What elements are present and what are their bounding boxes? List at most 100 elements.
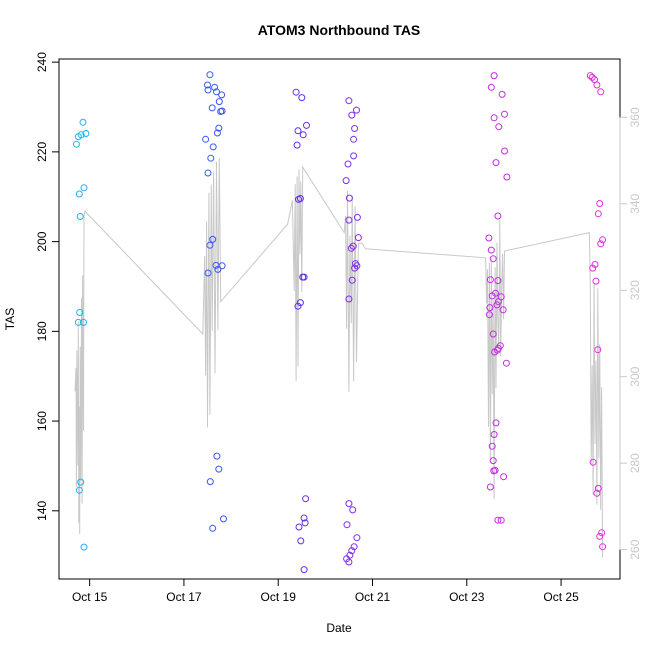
data-point bbox=[348, 547, 356, 555]
x-axis: Oct 15 Oct 17 Oct 19 Oct 21 Oct 23 Oct 25 bbox=[72, 578, 579, 604]
data-point bbox=[300, 514, 308, 522]
y-tick-label-right: 280 bbox=[628, 453, 642, 473]
x-tick-label: Oct 21 bbox=[355, 590, 391, 604]
y-tick-label-right: 320 bbox=[628, 280, 642, 300]
data-point bbox=[303, 121, 310, 129]
data-point bbox=[214, 265, 222, 273]
data-point bbox=[209, 143, 217, 151]
data-point bbox=[490, 431, 498, 438]
data-point bbox=[344, 160, 352, 168]
data-point bbox=[488, 292, 496, 300]
data-point bbox=[343, 521, 351, 529]
data-point bbox=[77, 478, 85, 486]
data-point bbox=[297, 537, 305, 545]
chart-title: ATOM3 Northbound TAS bbox=[258, 22, 421, 38]
line-series bbox=[74, 158, 604, 558]
data-point bbox=[494, 212, 502, 220]
data-point bbox=[593, 489, 601, 497]
x-tick-label: Oct 17 bbox=[166, 590, 202, 604]
data-point bbox=[503, 173, 511, 181]
y-tick-label-right: 360 bbox=[628, 107, 642, 127]
data-point bbox=[493, 301, 501, 309]
data-point bbox=[492, 419, 500, 427]
y-tick-label-left: 160 bbox=[35, 411, 49, 431]
data-point bbox=[215, 465, 223, 473]
data-point bbox=[489, 330, 497, 338]
data-point bbox=[500, 473, 508, 481]
data-point bbox=[353, 213, 361, 221]
data-point bbox=[298, 94, 306, 102]
x-axis-label: Date bbox=[326, 621, 352, 635]
data-point bbox=[77, 131, 85, 139]
y-axis-label: TAS bbox=[3, 308, 17, 330]
data-point bbox=[492, 159, 500, 167]
data-point bbox=[80, 318, 87, 326]
data-point bbox=[490, 114, 498, 122]
y-tick-label-right: 340 bbox=[628, 193, 642, 213]
data-point bbox=[501, 110, 508, 118]
data-point bbox=[594, 346, 602, 354]
data-point bbox=[211, 83, 219, 91]
y-tick-label-right: 300 bbox=[628, 366, 642, 386]
data-point bbox=[592, 277, 600, 285]
data-point bbox=[596, 532, 604, 540]
data-point bbox=[292, 88, 300, 96]
data-point bbox=[597, 88, 605, 96]
data-point bbox=[350, 152, 358, 160]
data-point bbox=[75, 486, 83, 494]
data-point bbox=[351, 264, 359, 272]
data-point bbox=[489, 457, 497, 465]
data-point bbox=[204, 86, 212, 94]
data-point bbox=[497, 516, 505, 524]
data-point bbox=[591, 261, 599, 268]
y-tick-label-left: 200 bbox=[35, 231, 49, 251]
data-point bbox=[79, 118, 87, 126]
data-point bbox=[294, 302, 302, 310]
data-point bbox=[485, 234, 493, 242]
data-point bbox=[486, 483, 494, 491]
data-point bbox=[598, 529, 606, 537]
y-tick-label-right: 260 bbox=[628, 539, 642, 559]
data-point bbox=[208, 104, 216, 112]
data-point bbox=[353, 534, 361, 542]
y-tick-label-left: 140 bbox=[35, 500, 49, 520]
data-point bbox=[349, 242, 357, 250]
data-point bbox=[589, 264, 597, 272]
data-point bbox=[345, 97, 353, 105]
data-point bbox=[350, 543, 358, 551]
data-point bbox=[301, 519, 309, 527]
data-point bbox=[494, 277, 502, 285]
data-point bbox=[300, 273, 308, 281]
data-point bbox=[593, 81, 601, 89]
x-tick-label: Oct 19 bbox=[261, 590, 297, 604]
y-axis-right: 260 280 300 320 340 360 bbox=[619, 107, 642, 560]
data-point bbox=[76, 309, 84, 316]
data-point bbox=[206, 71, 214, 79]
data-point bbox=[218, 107, 226, 115]
data-point bbox=[350, 135, 358, 143]
data-point bbox=[489, 255, 497, 263]
data-point bbox=[586, 72, 594, 80]
data-point bbox=[206, 241, 214, 249]
data-point bbox=[80, 543, 88, 551]
data-point bbox=[202, 135, 210, 143]
data-point bbox=[296, 195, 304, 202]
data-point bbox=[589, 458, 597, 466]
data-point bbox=[599, 236, 607, 244]
data-point bbox=[348, 276, 356, 284]
y-axis-left: 140 160 180 200 220 240 bbox=[35, 52, 60, 521]
data-point bbox=[596, 200, 604, 207]
data-point bbox=[75, 190, 83, 198]
data-point bbox=[207, 154, 215, 162]
data-point bbox=[494, 516, 502, 524]
data-point bbox=[594, 210, 602, 218]
data-point bbox=[206, 478, 214, 486]
data-point bbox=[486, 304, 494, 312]
data-point bbox=[72, 140, 80, 148]
data-point bbox=[209, 235, 217, 243]
tas-line bbox=[74, 158, 604, 558]
y-tick-label-left: 180 bbox=[35, 321, 49, 341]
data-point bbox=[220, 515, 227, 523]
data-point bbox=[486, 276, 494, 284]
